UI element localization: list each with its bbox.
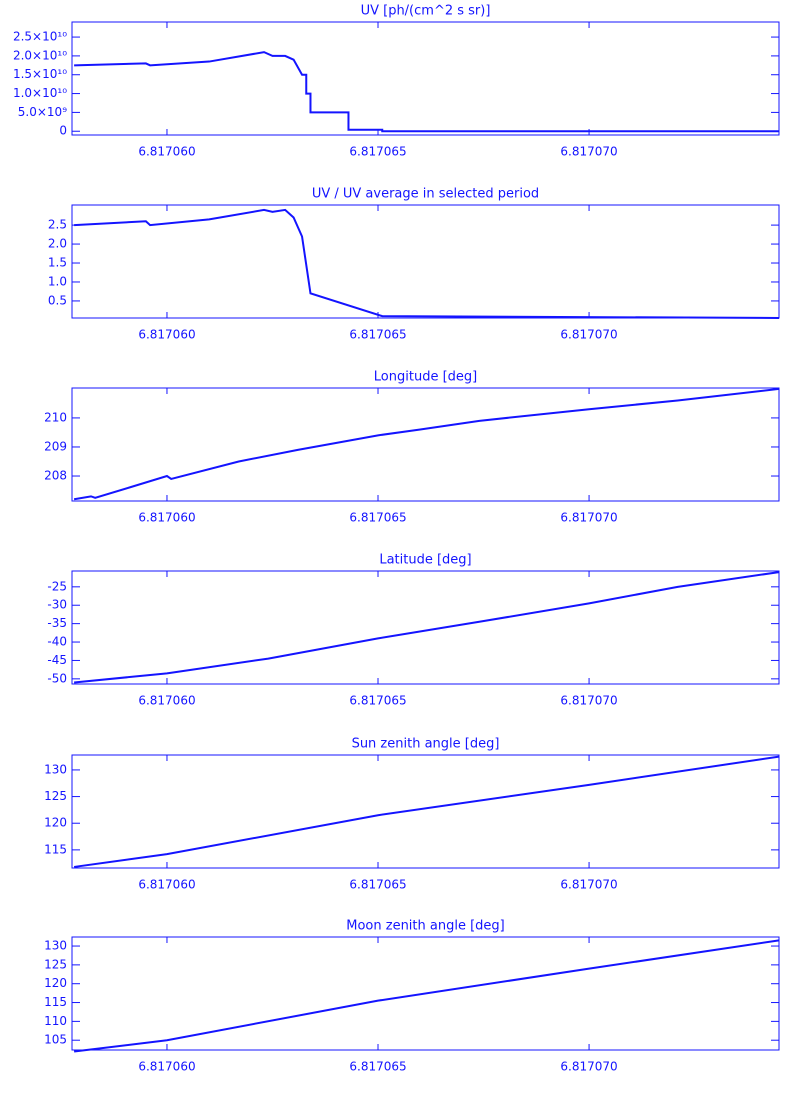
y-tick-label: 2.5×10¹⁰: [13, 30, 67, 44]
x-tick-label: 6.817060: [138, 145, 195, 159]
x-tick-label: 6.817070: [560, 878, 617, 892]
plot-frame: [71, 387, 780, 502]
x-tick-label: 6.817060: [138, 1060, 195, 1074]
y-tick-label: 120: [44, 976, 67, 990]
y-tick-label: 125: [44, 957, 67, 971]
x-tick-label: 6.817060: [138, 878, 195, 892]
y-tick-label: 1.5×10¹⁰: [13, 67, 67, 81]
y-tick-label: 130: [44, 939, 67, 953]
y-tick-label: 120: [44, 816, 67, 830]
y-tick-label: 210: [44, 410, 67, 424]
x-tick-label: 6.817065: [349, 511, 406, 525]
y-tick-label: 125: [44, 789, 67, 803]
plot-frame: [71, 570, 780, 685]
y-tick-label: -25: [47, 579, 67, 593]
data-line: [73, 387, 780, 501]
y-tick-label: 208: [44, 469, 67, 483]
x-tick-label: 6.817070: [560, 511, 617, 525]
chart-title: Moon zenith angle [deg]: [346, 919, 504, 934]
y-tick-label: -30: [47, 598, 67, 612]
y-tick-label: 1.5: [48, 256, 67, 270]
y-tick-label: 105: [44, 1033, 67, 1047]
chart-title: UV [ph/(cm^2 s sr)]: [361, 4, 491, 19]
x-tick-label: 6.817060: [138, 694, 195, 708]
y-tick-label: 209: [44, 439, 67, 453]
y-tick-label: 115: [44, 842, 67, 856]
y-tick-label: -40: [47, 635, 67, 649]
y-tick-label: 0.5: [48, 293, 67, 307]
x-tick-label: 6.817065: [349, 694, 406, 708]
plot-frame: [71, 754, 780, 869]
y-tick-label: -50: [47, 671, 67, 685]
y-tick-label: 0: [59, 124, 67, 138]
data-line: [73, 939, 780, 1053]
y-tick-label: -35: [47, 616, 67, 630]
plot-frame: [71, 936, 780, 1051]
x-tick-label: 6.817070: [560, 145, 617, 159]
y-tick-label: 5.0×10⁹: [18, 105, 67, 119]
plot-frame: [71, 204, 780, 319]
x-tick-label: 6.817070: [560, 328, 617, 342]
chart-title: UV / UV average in selected period: [312, 187, 539, 202]
y-tick-label: 130: [44, 762, 67, 776]
data-line: [74, 208, 780, 319]
y-tick-label: 2.0: [48, 237, 67, 251]
y-tick-label: 2.0×10¹⁰: [13, 48, 67, 62]
y-tick-label: -45: [47, 653, 67, 667]
chart-title: Latitude [deg]: [379, 553, 471, 568]
y-tick-label: 1.0×10¹⁰: [13, 86, 67, 100]
x-tick-label: 6.817060: [138, 328, 195, 342]
x-tick-label: 6.817065: [349, 1060, 406, 1074]
y-tick-label: 115: [44, 995, 67, 1009]
x-tick-label: 6.817070: [560, 1060, 617, 1074]
plot-frame: [71, 21, 780, 136]
x-tick-label: 6.817060: [138, 511, 195, 525]
data-line: [74, 51, 779, 133]
data-line: [73, 755, 780, 868]
y-tick-label: 110: [44, 1014, 67, 1028]
chart-title: Sun zenith angle [deg]: [352, 737, 500, 752]
data-line: [74, 571, 780, 684]
y-tick-label: 2.5: [48, 218, 67, 232]
x-tick-label: 6.817065: [349, 328, 406, 342]
x-tick-label: 6.817065: [349, 145, 406, 159]
x-tick-label: 6.817070: [560, 694, 617, 708]
y-tick-label: 1.0: [48, 274, 67, 288]
chart-title: Longitude [deg]: [374, 370, 477, 385]
x-tick-label: 6.817065: [349, 878, 406, 892]
